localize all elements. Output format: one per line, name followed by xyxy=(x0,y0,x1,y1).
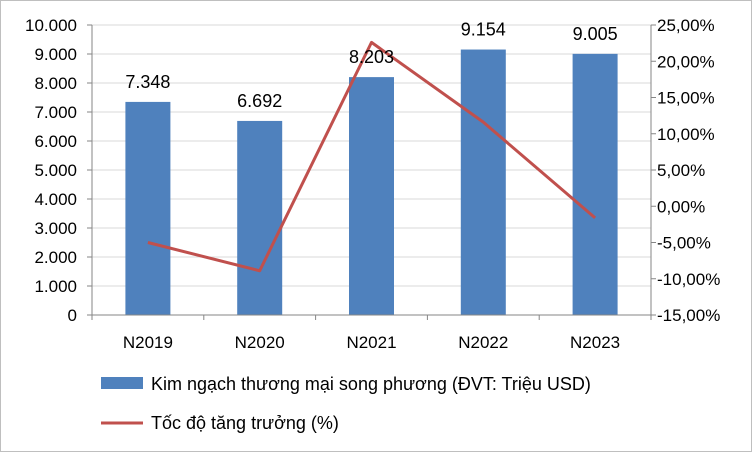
bar xyxy=(125,101,171,316)
x-tick-label: N2022 xyxy=(458,333,508,352)
data-labels: 7.348 6.692 8.203 9.154 9.005 xyxy=(125,20,617,111)
bar-data-label: 7.348 xyxy=(125,72,170,92)
left-tick-label: 7.000 xyxy=(34,103,77,122)
right-tick-label: -5,00% xyxy=(657,234,711,253)
x-tick-label: N2019 xyxy=(123,333,173,352)
bar-data-label: 9.154 xyxy=(461,20,506,40)
right-tick-label: 15,00% xyxy=(657,89,715,108)
bar-data-label: 9.005 xyxy=(573,24,618,44)
left-tick-label: 8.000 xyxy=(34,74,77,93)
legend-label-line: Tốc độ tăng trưởng (%) xyxy=(151,413,339,433)
x-tick-label: N2020 xyxy=(235,333,285,352)
bar-data-label: 6.692 xyxy=(237,91,282,111)
x-tick-label: N2021 xyxy=(346,333,396,352)
growth-line xyxy=(147,40,597,273)
x-tick-label: N2023 xyxy=(570,333,620,352)
bar xyxy=(349,77,394,315)
left-tick-label: 1.000 xyxy=(34,277,77,296)
left-tick-label: 4.000 xyxy=(34,190,77,209)
bar xyxy=(460,49,506,316)
right-tick-label: 0,00% xyxy=(657,197,705,216)
left-tick-label: 2.000 xyxy=(34,248,77,267)
left-tick-label: 5.000 xyxy=(34,161,77,180)
bar xyxy=(572,53,618,315)
right-tick-label: 5,00% xyxy=(657,161,705,180)
bar-series xyxy=(125,49,618,316)
right-tick-label: -15,00% xyxy=(657,306,720,325)
legend-label-bar: Kim ngạch thương mại song phương (ĐVT: T… xyxy=(151,374,591,394)
right-tick-label: -10,00% xyxy=(657,270,720,289)
left-tick-label: 0 xyxy=(68,306,77,325)
right-tick-label: 25,00% xyxy=(657,16,715,35)
legend: Kim ngạch thương mại song phương (ĐVT: T… xyxy=(101,374,591,433)
right-tick-label: 10,00% xyxy=(657,125,715,144)
axes: 0 1.000 2.000 3.000 4.000 5.000 6.000 7.000 8.00… xyxy=(25,16,720,352)
bar-data-label: 8.203 xyxy=(349,47,394,67)
left-tick-label: 3.000 xyxy=(34,219,77,238)
left-tick-label: 6.000 xyxy=(34,132,77,151)
left-tick-label: 10.000 xyxy=(25,16,77,35)
left-tick-label: 9.000 xyxy=(34,45,77,64)
bar xyxy=(237,120,283,315)
legend-swatch-bar xyxy=(101,377,143,389)
line-series xyxy=(147,40,597,273)
right-tick-label: 20,00% xyxy=(657,52,715,71)
